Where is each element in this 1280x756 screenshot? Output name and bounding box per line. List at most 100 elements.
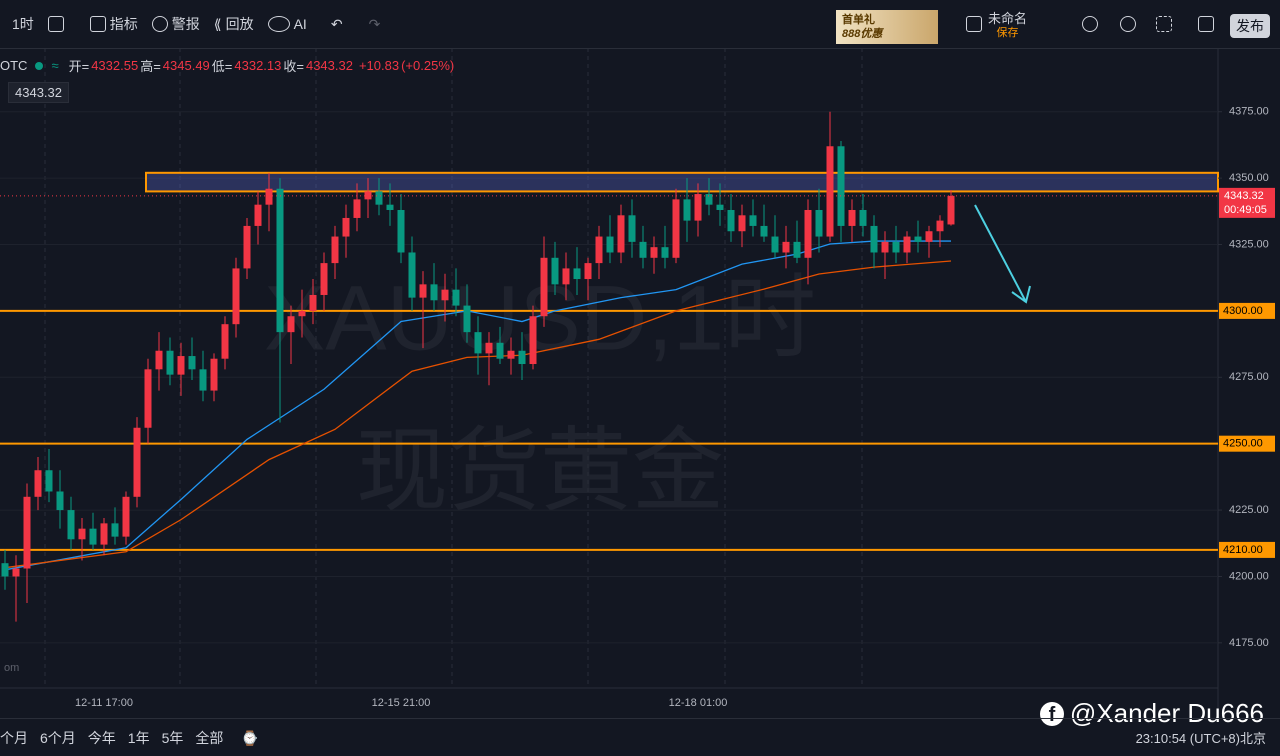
toolbar: 1时 指标 警报 ⟪ 回放 AI ↶ ↷ 首单礼 888优惠 未命名 保存 发布 <box>0 0 1280 49</box>
promo-bottom: 888优惠 <box>842 28 883 40</box>
candle-body <box>254 204 262 226</box>
icon <box>1120 16 1136 32</box>
range-button[interactable]: 个月 <box>0 730 28 746</box>
range-button[interactable]: 全部 <box>195 730 224 746</box>
level-label-bg <box>1219 541 1275 558</box>
candle-body <box>694 194 702 221</box>
publish-button[interactable]: 发布 <box>1230 14 1270 38</box>
candle-body <box>441 289 449 301</box>
candle-body <box>672 199 680 258</box>
y-tick-label: 4375.00 <box>1229 106 1269 118</box>
candle-body <box>551 257 559 285</box>
symbol: OTC <box>0 58 28 73</box>
watermark: XAUUSD,1时 <box>264 267 816 369</box>
replay-button[interactable]: ⟪ 回放 <box>214 14 254 34</box>
candle-body <box>188 356 196 370</box>
candle-body <box>386 204 394 210</box>
candle-body <box>353 199 361 218</box>
ai-button[interactable]: AI <box>267 16 307 32</box>
y-tick-label: 4325.00 <box>1229 238 1269 250</box>
fullscreen-button[interactable] <box>1156 16 1172 32</box>
icon <box>1198 16 1214 32</box>
candle-body <box>397 209 405 253</box>
settings-button[interactable] <box>1120 16 1136 32</box>
candle-body <box>89 528 97 545</box>
watermark-sub: 现货黄金 <box>356 420 724 522</box>
range-button[interactable]: 今年 <box>87 730 116 746</box>
candle-body <box>265 188 273 205</box>
candle-body <box>221 324 229 359</box>
layout-name[interactable]: 未命名 保存 <box>988 11 1027 41</box>
icon: ⟪ <box>213 15 222 32</box>
bottom-bar: 个月 6个月 今年 1年 5年 全部 ⌚ <box>0 718 1280 756</box>
level-label: 4250.00 <box>1223 438 1263 450</box>
candle-body <box>34 470 42 497</box>
promo-banner[interactable]: 首单礼 888优惠 <box>836 10 938 44</box>
low-value: 4332.13 <box>234 58 282 73</box>
candle-body <box>936 220 944 232</box>
level-label: 4300.00 <box>1223 305 1263 317</box>
search-button[interactable] <box>1082 16 1098 32</box>
layout-title: 未命名 <box>988 11 1028 26</box>
chart-type-button[interactable] <box>47 16 64 32</box>
alerts-label: 警报 <box>171 16 200 32</box>
y-tick-label: 4200.00 <box>1229 570 1269 582</box>
range-button[interactable]: 5年 <box>161 730 184 746</box>
price-box: 4343.32 <box>8 82 69 103</box>
redo-button[interactable]: ↷ <box>368 15 381 32</box>
resistance-zone <box>145 171 1219 193</box>
candle-body <box>661 247 669 258</box>
icon <box>1082 16 1098 32</box>
candle-body <box>782 241 790 253</box>
candle-body <box>738 215 746 232</box>
candle-body <box>771 236 779 253</box>
candle-body <box>705 194 713 205</box>
countdown: 00:49:05 <box>1224 204 1267 216</box>
y-tick-label: 4225.00 <box>1229 504 1269 516</box>
candle-body <box>529 316 537 365</box>
candle-body <box>342 217 350 237</box>
candle-body <box>177 356 185 375</box>
credit-icon: f <box>1039 701 1064 726</box>
layout-button[interactable] <box>966 16 982 32</box>
icon <box>966 16 982 32</box>
date-range-button[interactable]: ⌚ <box>241 729 259 746</box>
candle-body <box>452 289 460 306</box>
timezone: (UTC+8)北京 <box>1189 731 1266 746</box>
candle-body <box>925 231 933 242</box>
close-value: 4343.32 <box>305 58 353 73</box>
candle-body <box>595 236 603 264</box>
range-button[interactable]: 1年 <box>127 730 150 746</box>
candle-body <box>617 215 625 253</box>
candle-body <box>144 369 152 428</box>
undo-button[interactable]: ↶ <box>330 15 343 32</box>
candle-body <box>683 199 691 221</box>
candle-body <box>45 470 53 492</box>
candle-body <box>584 263 592 280</box>
candle-body <box>56 491 64 511</box>
interval-button[interactable]: 1时 <box>12 16 34 32</box>
level-label: 4210.00 <box>1223 544 1263 556</box>
level-label-bg <box>1219 435 1275 452</box>
candle-body <box>947 195 955 225</box>
snapshot-button[interactable] <box>1198 16 1214 32</box>
candle-body <box>419 284 427 298</box>
legend: OTC ≈ 开= 4332.55 高= 4345.49 低= 4332.13 收= 43… <box>0 56 454 75</box>
alerts-button[interactable]: 警报 <box>151 14 200 34</box>
icon <box>151 16 168 32</box>
indicators-label: 指标 <box>109 16 138 32</box>
range-button[interactable]: 6个月 <box>40 730 76 746</box>
promo-top: 首单礼 <box>842 14 875 26</box>
change: +10.83 <box>358 58 400 73</box>
candle-body <box>232 268 240 325</box>
candle-body <box>199 369 207 391</box>
candle-body <box>716 204 724 210</box>
candle-body <box>870 225 878 253</box>
status-icon: ≈ <box>51 58 59 73</box>
candle-body <box>122 496 130 537</box>
icon <box>1156 16 1172 32</box>
indicators-button[interactable]: 指标 <box>89 14 138 34</box>
candle-body <box>573 268 581 280</box>
candle-body <box>166 350 174 375</box>
y-tick-label: 4350.00 <box>1229 172 1269 184</box>
